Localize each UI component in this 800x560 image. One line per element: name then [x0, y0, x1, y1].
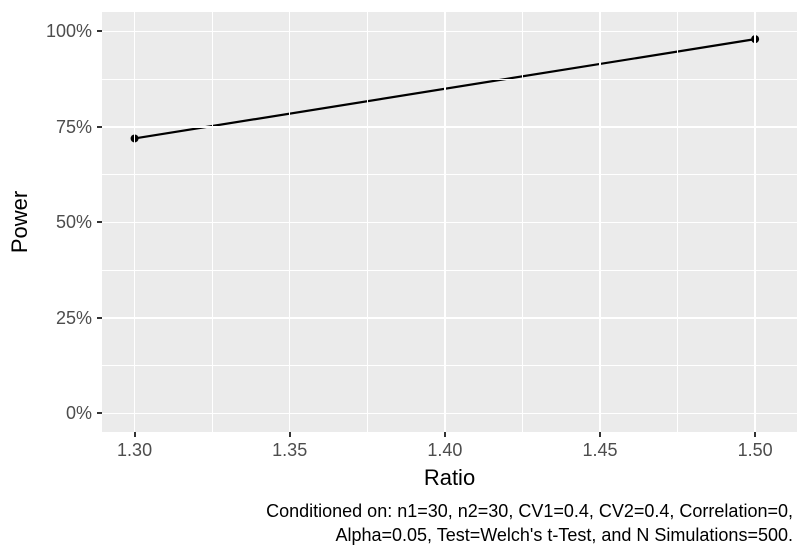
- gridline-x-major: [444, 12, 446, 432]
- caption-line-2: Alpha=0.05, Test=Welch's t-Test, and N S…: [335, 525, 793, 545]
- gridline-y-major: [102, 317, 797, 319]
- x-axis-title: Ratio: [423, 465, 476, 490]
- gridline-x-major: [754, 12, 756, 432]
- x-tick-label: 1.35: [272, 440, 308, 460]
- gridline-y-major: [102, 30, 797, 33]
- plot-caption: Conditioned on: n1=30, n2=30, CV1=0.4, C…: [266, 499, 793, 547]
- gridline-y-minor: [102, 269, 797, 271]
- gridline-x-major: [133, 12, 136, 432]
- caption-line-1: Conditioned on: n1=30, n2=30, CV1=0.4, C…: [266, 501, 793, 521]
- y-tick-mark: [97, 316, 102, 319]
- plot-panel: [102, 12, 797, 432]
- y-tick-mark: [97, 221, 102, 224]
- x-tick-label: 1.30: [117, 440, 153, 460]
- y-tick-label: 100%: [45, 21, 92, 42]
- gridline-x-major: [288, 12, 291, 432]
- y-tick-mark: [97, 412, 102, 415]
- y-tick-label: 0%: [65, 403, 92, 424]
- y-tick-mark: [97, 30, 102, 33]
- x-tick-mark: [754, 432, 757, 437]
- gridline-y-minor: [102, 78, 797, 80]
- y-tick-label: 50%: [55, 212, 92, 233]
- x-tick-mark: [598, 432, 601, 437]
- x-tick-label: 1.50: [737, 440, 773, 460]
- gridline-y-major: [102, 221, 797, 224]
- x-tick-label: 1.45: [582, 440, 618, 460]
- y-tick-mark: [97, 125, 102, 128]
- x-tick-mark: [288, 432, 291, 437]
- y-tick-label: 25%: [55, 307, 92, 328]
- y-tick-label: 75%: [55, 116, 92, 137]
- gridline-y-major: [102, 412, 797, 415]
- gridline-y-minor: [102, 365, 797, 367]
- gridline-y-major: [102, 126, 797, 128]
- gridline-y-minor: [102, 174, 797, 176]
- gridline-x-major: [599, 12, 601, 432]
- x-tick-mark: [443, 432, 446, 437]
- x-tick-label: 1.40: [427, 440, 463, 460]
- x-tick-mark: [133, 432, 136, 437]
